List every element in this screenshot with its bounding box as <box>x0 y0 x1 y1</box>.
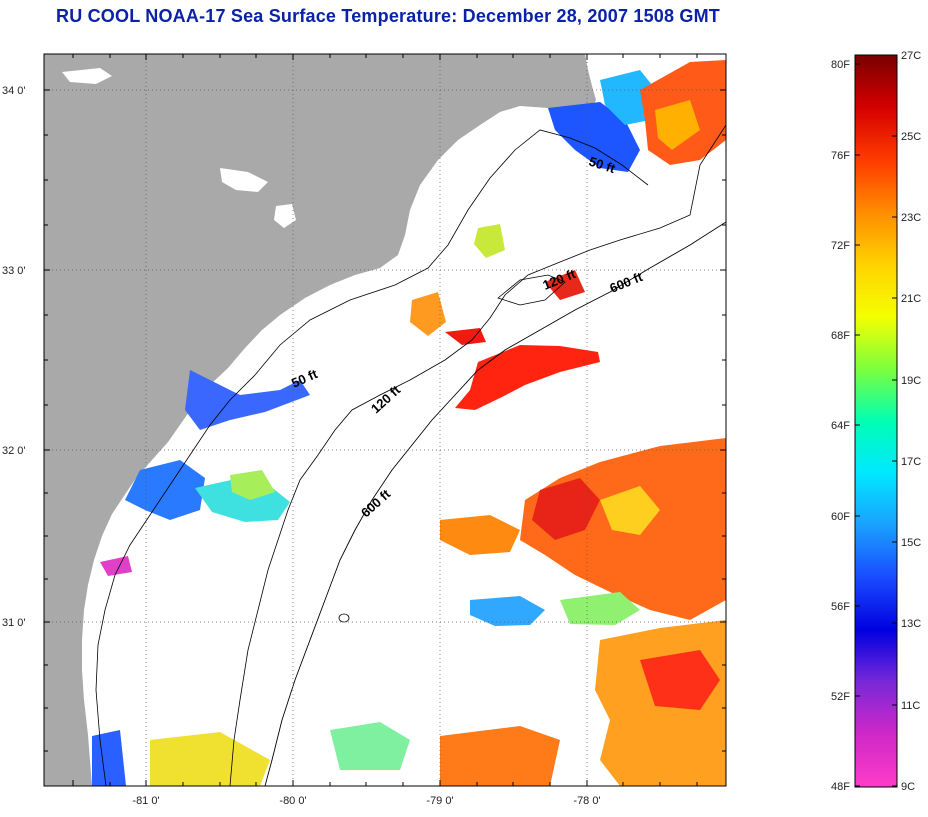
sst-patch-magenta <box>100 556 132 576</box>
axis-ticks <box>44 54 726 786</box>
sst-patch-south-red <box>640 650 720 710</box>
sst-patch-yellow-ne <box>655 100 700 150</box>
sst-patch-cool-ne <box>548 102 640 172</box>
lat-label: 32 0' <box>2 445 26 457</box>
sst-patch-south-orange <box>440 726 560 786</box>
plot-frame <box>43 53 727 787</box>
lon-label: -79 0' <box>426 795 453 807</box>
sst-patch-coastal-cool <box>125 460 205 520</box>
sst-patch-south-yellow <box>150 732 270 786</box>
graticule <box>44 54 726 786</box>
sst-patch-south-green2 <box>330 722 410 770</box>
land-lake <box>62 68 112 84</box>
sst-patch-red-core <box>455 345 600 410</box>
sst-patch-yellowgreen <box>474 224 505 258</box>
lat-label: 31 0' <box>2 617 26 629</box>
lon-label: -80 0' <box>279 795 306 807</box>
lat-label: 33 0' <box>2 265 26 277</box>
land-mass <box>44 54 596 786</box>
land-lake <box>220 168 268 192</box>
sst-patch-se-orange <box>440 515 520 555</box>
sst-patch-south-blue <box>92 730 126 786</box>
land-lake <box>274 204 296 228</box>
sst-patch-south-cool <box>470 596 545 626</box>
sst-patch-red-ne <box>545 270 585 300</box>
isobath-coast-50ft <box>95 129 649 786</box>
isobath-120ft <box>229 124 726 786</box>
lat-label: 34 0' <box>2 85 26 97</box>
sst-patch-coastal-green <box>230 470 275 500</box>
sst-patch-red-core <box>445 328 486 345</box>
isobath-600ft <box>264 221 726 786</box>
lon-label: -81 0' <box>132 795 159 807</box>
sst-patch-south-green <box>560 592 640 625</box>
sst-patch-coastal-blue <box>185 370 310 430</box>
sst-patch-se-yellow <box>600 486 660 535</box>
sst-patch-se-red <box>532 478 600 540</box>
map-title: RU COOL NOAA-17 Sea Surface Temperature:… <box>56 6 720 26</box>
isobath-120ft-loop <box>497 274 566 306</box>
sst-patch-orange <box>410 292 446 336</box>
lon-label: -78 0' <box>573 795 600 807</box>
